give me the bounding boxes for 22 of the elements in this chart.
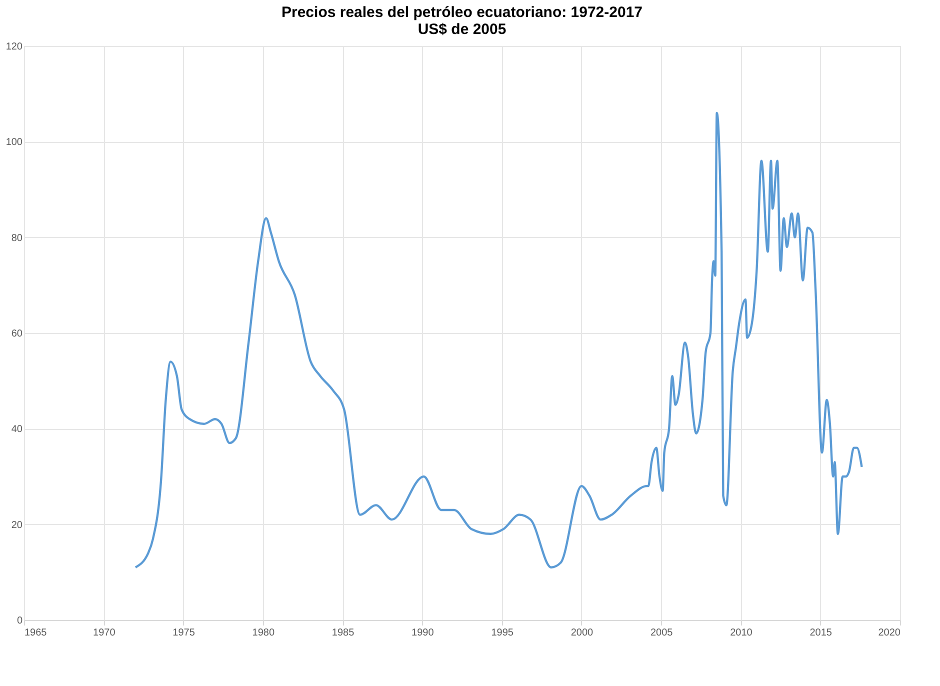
x-tick-label: 1980 xyxy=(252,628,275,638)
text: Precios reales del petróleo ecuatoriano: 1972-2017 xyxy=(281,4,643,21)
x-tick-label: 1995 xyxy=(491,628,514,638)
x-tick-label: 2020 xyxy=(878,628,901,638)
text: US$ de 2005 xyxy=(418,21,506,38)
x-tick-label: 1985 xyxy=(332,628,355,638)
x-tick-label: 1965 xyxy=(24,628,48,638)
y-tick-label: 120 xyxy=(6,42,23,52)
y-tick-label: 20 xyxy=(11,520,23,531)
y-tick-label: 100 xyxy=(6,137,23,148)
x-tick-label: 1970 xyxy=(93,628,116,638)
y-tick-label: 60 xyxy=(11,328,23,340)
y-tick-label: 40 xyxy=(11,424,23,436)
y-tick-label: 0 xyxy=(16,616,23,626)
line-series xyxy=(134,112,863,568)
x-tick-label: 2010 xyxy=(730,628,753,638)
y-tick-label: 80 xyxy=(11,232,23,244)
x-tick-label: 1975 xyxy=(172,628,196,638)
x-tick-label: 2005 xyxy=(650,628,674,638)
x-tick-label: 1990 xyxy=(412,628,434,638)
x-tick-label: 2000 xyxy=(570,628,594,638)
x-tick-label: 2015 xyxy=(810,628,832,638)
